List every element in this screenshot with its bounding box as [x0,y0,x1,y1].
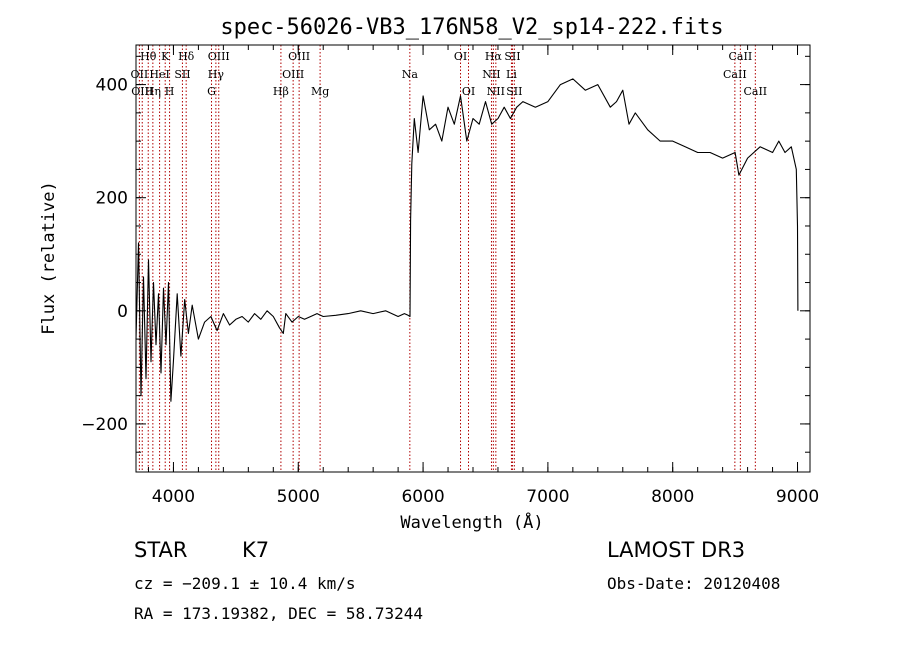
spectral-line-label: Hβ [273,85,289,98]
spectral-line-label: Hθ [140,50,157,63]
object-subclass: K7 [242,538,270,562]
spectral-line-label: HeI [149,68,169,81]
series-line [135,78,799,402]
spectral-line-label: CaII [723,68,747,81]
y-tick-label: −200 [81,415,128,435]
survey-name: LAMOST DR3 [607,538,746,562]
spectral-line-label: Hα [485,50,503,63]
spectral-line-label: OIII [282,68,304,81]
spectral-line-label: Hγ [208,68,225,81]
object-class: STAR [134,538,188,562]
axis-ticks: 4000 5000 6000 7000 8000 9000 −200 0 200 400 [81,45,819,507]
spectral-line-label: OIII [208,50,230,63]
series-group [135,78,799,402]
x-tick-label: 8000 [651,487,694,507]
spectral-line-label: SII [504,50,520,63]
x-tick-label: 5000 [277,487,320,507]
spectral-line-label: SII [506,85,522,98]
x-tick-label: 7000 [526,487,569,507]
redshift-velocity: cz = −209.1 ± 10.4 km/s [134,574,356,593]
y-tick-label: 200 [96,189,128,209]
spectral-line-label: H [165,85,175,98]
x-tick-label: 6000 [401,487,444,507]
y-tick-label: 400 [96,76,128,96]
spectral-line-label: Hη [145,85,161,98]
chart-title: spec-56026-VB3_176N58_V2_sp14-222.fits [220,15,723,40]
spectral-line-label: CaII [743,85,767,98]
spectral-line-label: K [161,50,170,63]
observation-date: Obs-Date: 20120408 [607,574,781,593]
spectral-line-label: OI [454,50,467,63]
coordinates: RA = 173.19382, DEC = 58.73244 [134,604,423,623]
spectrum-chart: spec-56026-VB3_176N58_V2_sp14-222.fits H… [39,15,819,533]
spectral-line-label: OII [131,68,149,81]
spectral-line-label: CaII [729,50,753,63]
spectral-line-label: Hδ [178,50,195,63]
spectral-line-label: NII [482,68,500,81]
y-axis-label: Flux (relative) [39,181,59,335]
spectral-line-label: SII [174,68,190,81]
spectral-line-labels: Hθ OII OIII K HeI Hη H Hδ SII OIII Hγ G OIII OIII Hβ Mg… [131,50,768,98]
x-axis-label: Wavelength (Å) [400,511,543,533]
spectral-line-label: NII [487,85,505,98]
spectral-line-label: OIII [131,85,153,98]
x-tick-label: 9000 [776,487,819,507]
spectral-line-label: G [207,85,216,98]
spectral-line-label: Li [506,68,517,81]
x-tick-label: 4000 [152,487,195,507]
y-tick-label: 0 [117,302,128,322]
spectral-line-label: Na [402,68,419,81]
plot-frame [135,44,811,473]
spectral-line-label: OIII [288,50,310,63]
spectral-line-label: Mg [311,85,329,98]
spectral-line-label: OI [462,85,475,98]
